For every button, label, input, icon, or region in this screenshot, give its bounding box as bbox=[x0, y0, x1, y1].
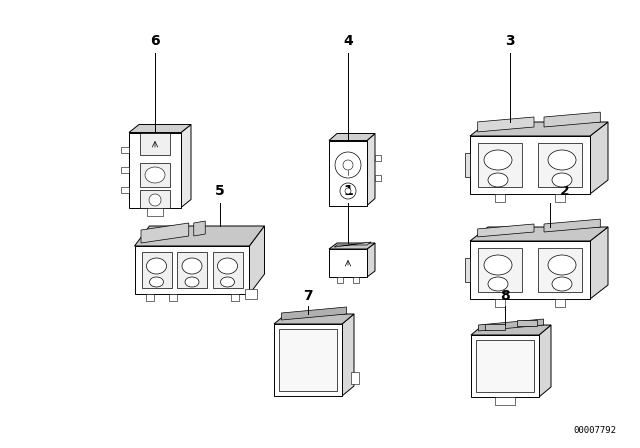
Circle shape bbox=[149, 194, 161, 206]
Polygon shape bbox=[329, 141, 367, 206]
Polygon shape bbox=[470, 241, 590, 299]
Polygon shape bbox=[538, 143, 582, 187]
Ellipse shape bbox=[218, 258, 237, 274]
Polygon shape bbox=[544, 219, 600, 232]
Polygon shape bbox=[478, 248, 522, 292]
Polygon shape bbox=[129, 125, 191, 133]
Polygon shape bbox=[282, 307, 347, 320]
Polygon shape bbox=[129, 133, 181, 207]
Polygon shape bbox=[590, 227, 608, 299]
Polygon shape bbox=[590, 122, 608, 194]
Polygon shape bbox=[544, 112, 600, 127]
Polygon shape bbox=[230, 294, 239, 301]
Text: 6: 6 bbox=[150, 34, 160, 48]
Polygon shape bbox=[279, 329, 337, 391]
Ellipse shape bbox=[484, 255, 512, 275]
Text: 1: 1 bbox=[343, 184, 353, 198]
Polygon shape bbox=[145, 294, 154, 301]
Polygon shape bbox=[367, 134, 375, 206]
Polygon shape bbox=[495, 397, 515, 405]
Polygon shape bbox=[495, 194, 505, 202]
Ellipse shape bbox=[221, 277, 234, 287]
Polygon shape bbox=[134, 226, 264, 246]
Polygon shape bbox=[134, 246, 250, 294]
Text: 8: 8 bbox=[500, 289, 510, 303]
Ellipse shape bbox=[488, 277, 508, 291]
Polygon shape bbox=[194, 221, 205, 236]
Circle shape bbox=[345, 188, 351, 194]
Polygon shape bbox=[329, 243, 375, 249]
Polygon shape bbox=[337, 277, 343, 283]
Text: 7: 7 bbox=[303, 289, 313, 303]
Ellipse shape bbox=[147, 258, 166, 274]
Polygon shape bbox=[478, 143, 522, 187]
Polygon shape bbox=[367, 243, 375, 277]
Polygon shape bbox=[495, 299, 505, 307]
Polygon shape bbox=[334, 242, 371, 247]
Ellipse shape bbox=[552, 173, 572, 187]
Polygon shape bbox=[470, 122, 608, 136]
Ellipse shape bbox=[150, 277, 163, 287]
Ellipse shape bbox=[552, 277, 572, 291]
Polygon shape bbox=[140, 190, 170, 208]
Polygon shape bbox=[141, 252, 172, 288]
Circle shape bbox=[340, 183, 356, 199]
Polygon shape bbox=[181, 125, 191, 207]
Ellipse shape bbox=[145, 167, 165, 183]
Polygon shape bbox=[470, 227, 608, 241]
Polygon shape bbox=[353, 277, 359, 283]
Polygon shape bbox=[471, 325, 551, 335]
Polygon shape bbox=[140, 163, 170, 187]
Polygon shape bbox=[250, 226, 264, 294]
Polygon shape bbox=[555, 299, 565, 307]
Polygon shape bbox=[517, 320, 537, 326]
Polygon shape bbox=[479, 319, 543, 331]
Polygon shape bbox=[141, 223, 189, 243]
Polygon shape bbox=[140, 133, 170, 155]
Polygon shape bbox=[471, 335, 539, 397]
Polygon shape bbox=[538, 248, 582, 292]
Text: 2: 2 bbox=[560, 184, 570, 198]
Polygon shape bbox=[121, 167, 129, 173]
Polygon shape bbox=[329, 134, 375, 141]
Polygon shape bbox=[485, 324, 505, 330]
Polygon shape bbox=[212, 252, 243, 288]
Polygon shape bbox=[177, 252, 207, 288]
Polygon shape bbox=[121, 147, 129, 153]
Polygon shape bbox=[329, 249, 367, 277]
Polygon shape bbox=[470, 136, 590, 194]
Polygon shape bbox=[465, 153, 470, 177]
Polygon shape bbox=[539, 325, 551, 397]
Ellipse shape bbox=[548, 150, 576, 170]
Polygon shape bbox=[555, 194, 565, 202]
Text: 5: 5 bbox=[215, 184, 225, 198]
Ellipse shape bbox=[488, 173, 508, 187]
Polygon shape bbox=[274, 314, 354, 324]
Ellipse shape bbox=[484, 150, 512, 170]
Circle shape bbox=[343, 160, 353, 170]
Ellipse shape bbox=[185, 277, 199, 287]
Polygon shape bbox=[168, 294, 177, 301]
Polygon shape bbox=[477, 224, 534, 237]
Polygon shape bbox=[342, 314, 354, 396]
Polygon shape bbox=[476, 340, 534, 392]
Polygon shape bbox=[465, 258, 470, 282]
Polygon shape bbox=[375, 155, 381, 161]
Polygon shape bbox=[274, 324, 342, 396]
Circle shape bbox=[335, 152, 361, 178]
Polygon shape bbox=[244, 289, 257, 299]
Text: 00007792: 00007792 bbox=[573, 426, 616, 435]
Ellipse shape bbox=[548, 255, 576, 275]
Polygon shape bbox=[351, 372, 359, 384]
Polygon shape bbox=[147, 207, 163, 215]
Text: 4: 4 bbox=[343, 34, 353, 48]
Ellipse shape bbox=[182, 258, 202, 274]
Text: 3: 3 bbox=[505, 34, 515, 48]
Polygon shape bbox=[121, 187, 129, 193]
Polygon shape bbox=[375, 175, 381, 181]
Polygon shape bbox=[477, 117, 534, 132]
